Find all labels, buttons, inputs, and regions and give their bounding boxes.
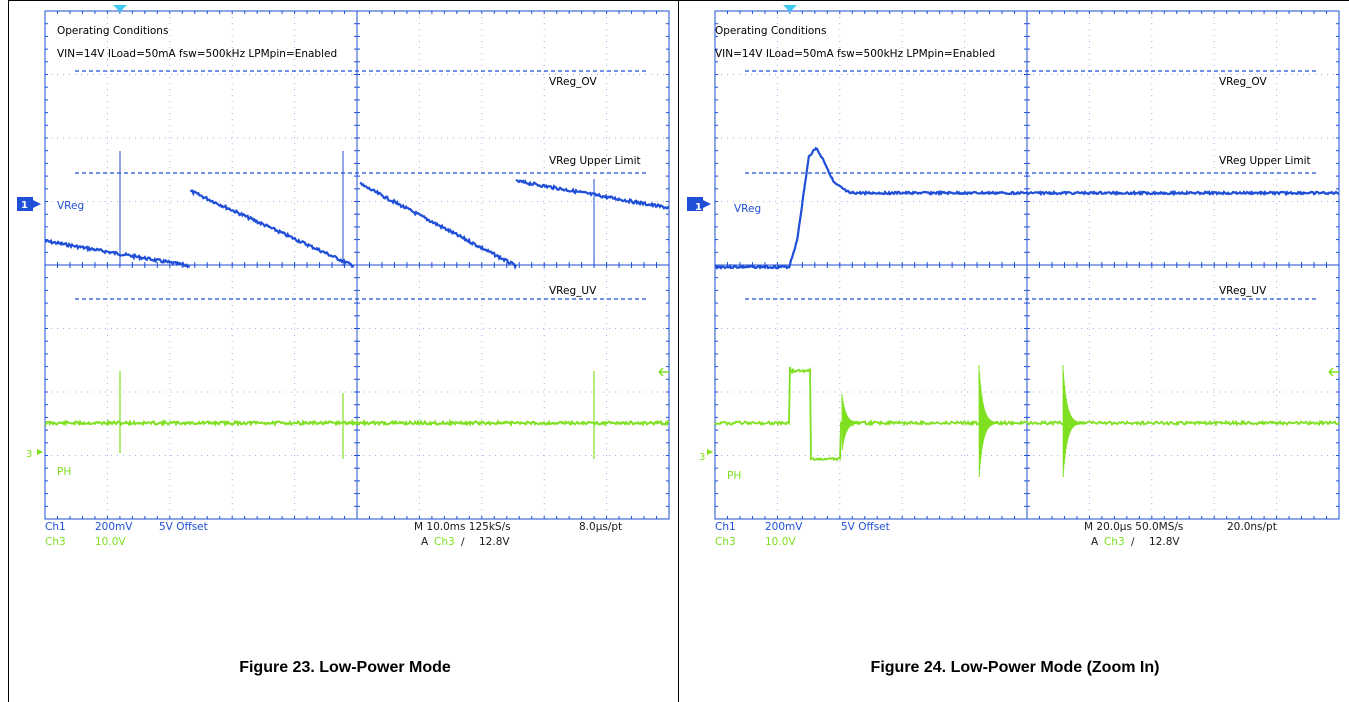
ref-uv-label: VReg_UV: [549, 285, 597, 297]
ch3-name: PH: [57, 466, 71, 478]
trigger-level-arrow-shape: [1328, 367, 1339, 377]
ch1-name: VReg: [57, 200, 84, 212]
ref-uv-label: VReg_UV: [1219, 285, 1267, 297]
trigger-prefix: A: [1091, 536, 1099, 548]
ch3-trace: [714, 366, 1340, 462]
ch1-marker-arrow: [703, 200, 711, 208]
trigger-channel: Ch3: [1104, 536, 1125, 548]
ch1-marker-number: 1: [695, 202, 702, 213]
trigger-level-arrow: [1328, 367, 1339, 377]
ch3-label: Ch3: [45, 536, 66, 548]
ch1-trace: [515, 178, 669, 210]
resolution: 20.0ns/pt: [1227, 521, 1277, 533]
ch3-marker: [707, 449, 713, 455]
ch3-label: Ch3: [715, 536, 736, 548]
ch3-marker-number: 3: [699, 452, 705, 463]
ch1-trace: [714, 146, 1340, 270]
ch1-label: Ch1: [45, 521, 66, 533]
ref-upper-label: VReg Upper Limit: [549, 155, 641, 167]
trigger-level: 12.8V: [479, 536, 510, 548]
figure-caption: Figure 23. Low-Power Mode: [239, 659, 451, 676]
ch1-name: VReg: [734, 203, 761, 215]
ch3-trace: [44, 418, 670, 428]
conditions-line: VIN=14V ILoad=50mA fsw=500kHz LPMpin=Ena…: [715, 48, 995, 60]
ch3-marker-arrow: [707, 449, 713, 455]
ch1-marker-number: 1: [21, 200, 28, 211]
ch1-trace: [44, 238, 190, 269]
ch1-marker-arrow: [33, 200, 41, 208]
ch1-marker-box: [17, 197, 33, 211]
ch3-marker-number: 3: [26, 449, 32, 460]
figure-caption: Figure 24. Low-Power Mode (Zoom In): [870, 659, 1160, 676]
ch1-marker: [17, 197, 41, 211]
conditions-line: VIN=14V ILoad=50mA fsw=500kHz LPMpin=Ena…: [57, 48, 337, 60]
trigger-level-arrow: [658, 367, 669, 377]
timebase: M 20.0µs 50.0MS/s: [1084, 521, 1183, 533]
ch1-offset: 5V Offset: [159, 521, 208, 533]
scope-figure-24: Operating Conditions VIN=14V ILoad=50mA …: [687, 5, 1340, 548]
trigger-level: 12.8V: [1149, 536, 1180, 548]
trigger-level-arrow-shape: [658, 367, 669, 377]
conditions-title: Operating Conditions: [57, 25, 168, 37]
ch3-ringing: [978, 364, 999, 478]
trigger-position-marker: [113, 5, 127, 12]
ref-ov-label: VReg_OV: [549, 76, 597, 88]
ch3-marker: [37, 449, 43, 455]
trigger-position-marker: [783, 5, 797, 12]
ch3-name: PH: [727, 470, 741, 482]
figure-23-cell: Operating Conditions VIN=14V ILoad=50mA …: [8, 0, 680, 702]
scope-figure-23: Operating Conditions VIN=14V ILoad=50mA …: [17, 5, 670, 548]
ch3-ringing: [841, 393, 862, 451]
ch1-label: Ch1: [715, 521, 736, 533]
trigger-slope: ∕: [461, 536, 465, 548]
ref-upper-label: VReg Upper Limit: [1219, 155, 1311, 167]
ch1-trace: [359, 181, 518, 271]
trigger-channel: Ch3: [434, 536, 455, 548]
ref-ov-label: VReg_OV: [1219, 76, 1267, 88]
ch3-ringing: [1062, 364, 1083, 478]
resolution: 8.0µs/pt: [579, 521, 622, 533]
trigger-prefix: A: [421, 536, 429, 548]
ch1-trace: [189, 189, 355, 268]
ch1-scale: 200mV: [95, 521, 133, 533]
ch1-scale: 200mV: [765, 521, 803, 533]
trigger-slope: ∕: [1131, 536, 1135, 548]
ch3-marker-arrow: [37, 449, 43, 455]
ch1-offset: 5V Offset: [841, 521, 890, 533]
conditions-title: Operating Conditions: [715, 25, 826, 37]
ch1-marker: [687, 197, 711, 211]
ch3-scale: 10.0V: [95, 536, 126, 548]
ch3-scale: 10.0V: [765, 536, 796, 548]
timebase: M 10.0ms 125kS/s: [414, 521, 511, 533]
figure-24-cell: Operating Conditions VIN=14V ILoad=50mA …: [678, 0, 1349, 702]
ch1-marker-box: [687, 197, 703, 211]
